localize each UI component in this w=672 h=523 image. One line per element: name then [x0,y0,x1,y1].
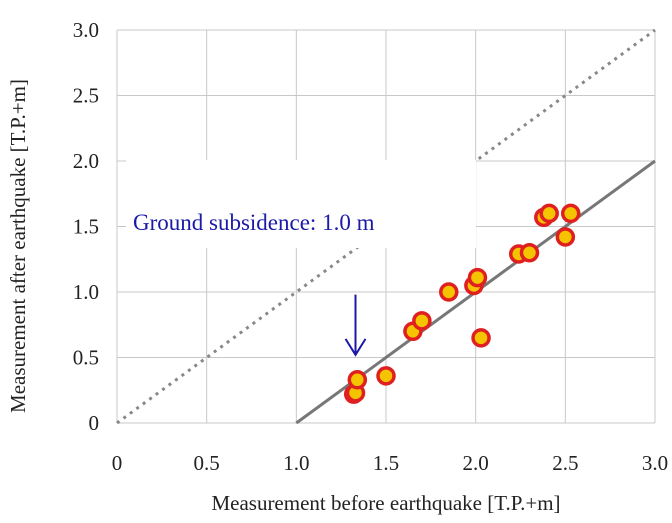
data-point [555,227,576,247]
data-points [343,203,581,404]
y-axis-title: Measurement after earthquake [T.P.+m] [6,79,30,413]
annotation-arrowhead [344,338,367,357]
x-tick-labels: 0 0.5 1.0 1.5 2.0 2.5 3.0 [112,451,668,475]
y-tick-label: 1.0 [73,280,99,304]
annotation-background [126,160,476,248]
annotation: Ground subsidence: 1.0 m [126,160,476,357]
data-point [347,370,368,390]
y-tick-label: 3.0 [73,18,99,42]
x-tick-label: 0.5 [194,451,220,475]
y-tick-label: 2.0 [73,149,99,173]
annotation-label: Ground subsidence: 1.0 m [133,210,375,235]
x-tick-label: 2.5 [552,451,578,475]
y-tick-label: 0 [89,411,100,435]
x-tick-label: 2.0 [463,451,489,475]
data-point [560,203,581,224]
x-tick-label: 0 [112,451,123,475]
data-point [519,242,540,263]
y-tick-label: 0.5 [73,346,99,370]
y-tick-label: 1.5 [73,215,99,239]
data-point [376,366,396,386]
data-point [412,311,432,331]
x-tick-label: 1.0 [283,451,309,475]
data-point [439,282,459,302]
data-point [467,267,488,288]
y-tick-label: 2.5 [73,84,99,108]
x-tick-label: 1.5 [373,451,399,475]
y-tick-labels: 0 0.5 1.0 1.5 2.0 2.5 3.0 [73,18,99,435]
data-point [471,328,491,348]
data-point [539,203,559,224]
x-tick-label: 3.0 [642,451,668,475]
x-axis-title: Measurement before earthquake [T.P.+m] [211,491,560,515]
